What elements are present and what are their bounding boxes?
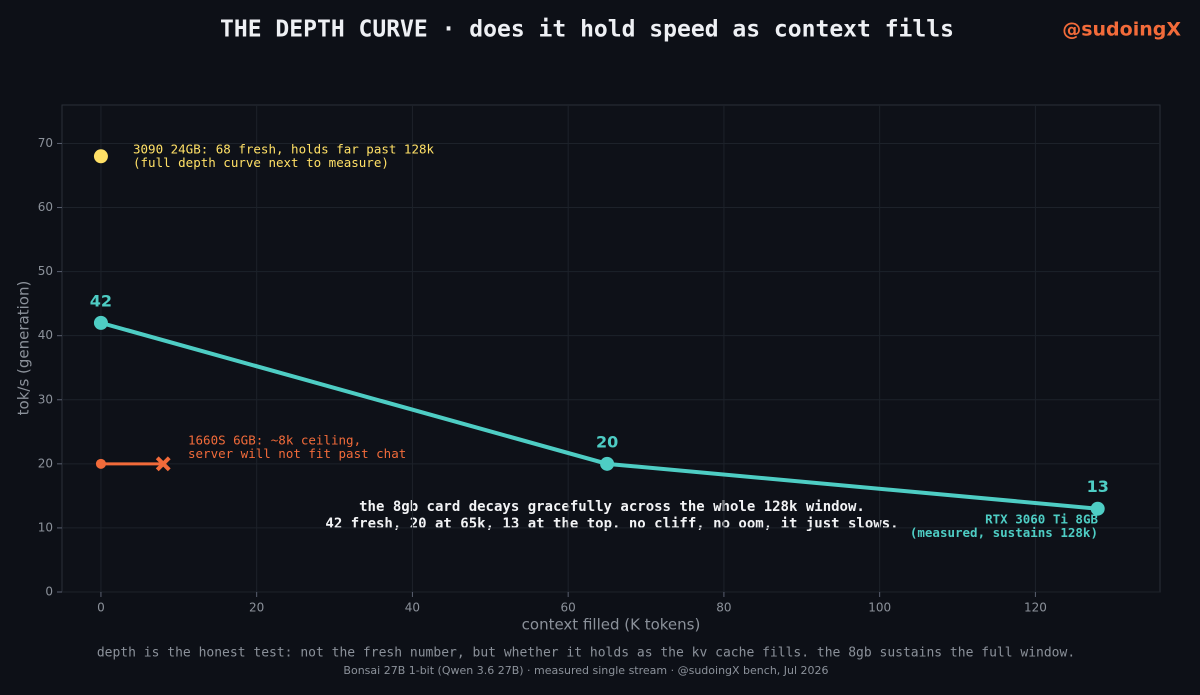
footer-credit: Bonsai 27B 1-bit (Qwen 3.6 27B) · measur…	[343, 664, 828, 677]
plot-area	[61, 104, 1161, 593]
x-tick-label: 0	[97, 601, 105, 615]
x-tick-label: 60	[561, 601, 576, 615]
marker-x	[155, 456, 171, 472]
y-tick-label: 70	[38, 136, 53, 150]
series-note: (measured, sustains 128k)	[910, 525, 1098, 540]
series-note: 1660S 6GB: ~8k ceiling,	[188, 433, 361, 448]
annotation: the 8gb card decays gracefully across th…	[359, 499, 865, 515]
marker	[600, 456, 615, 471]
series-note: (full depth curve next to measure)	[133, 155, 389, 170]
series-note: server will not fit past chat	[188, 446, 406, 461]
series-name: RTX 3060 Ti 8GB	[985, 512, 1098, 527]
marker	[1090, 501, 1105, 516]
footer: depth is the honest test: not the fresh …	[97, 646, 1075, 661]
data-label: 20	[596, 432, 618, 451]
y-tick-label: 10	[38, 520, 53, 534]
data-label: 42	[90, 291, 112, 310]
marker	[93, 315, 108, 330]
handle: @sudoingX	[1062, 19, 1181, 41]
y-tick-label: 20	[38, 456, 53, 470]
x-tick-label: 120	[1024, 601, 1047, 615]
x-tick-label: 80	[716, 601, 731, 615]
x-tick-label: 100	[868, 601, 891, 615]
series-note: 3090 24GB: 68 fresh, holds far past 128k	[133, 142, 434, 157]
y-tick-label: 40	[38, 328, 53, 342]
x-tick-label: 20	[249, 601, 264, 615]
marker	[93, 149, 108, 164]
y-axis-label: tok/s (generation)	[15, 281, 33, 416]
annotation: 42 fresh, 20 at 65k, 13 at the top. no c…	[325, 516, 898, 532]
chart-title: THE DEPTH CURVE · does it hold speed as …	[220, 17, 954, 43]
y-tick-label: 60	[38, 200, 53, 214]
y-tick-label: 0	[45, 585, 53, 599]
marker	[95, 458, 106, 469]
y-tick-label: 30	[38, 392, 53, 406]
y-tick-label: 50	[38, 264, 53, 278]
x-tick-label: 40	[405, 601, 420, 615]
x-axis-label: context filled (K tokens)	[522, 616, 701, 634]
data-label: 13	[1087, 477, 1109, 496]
